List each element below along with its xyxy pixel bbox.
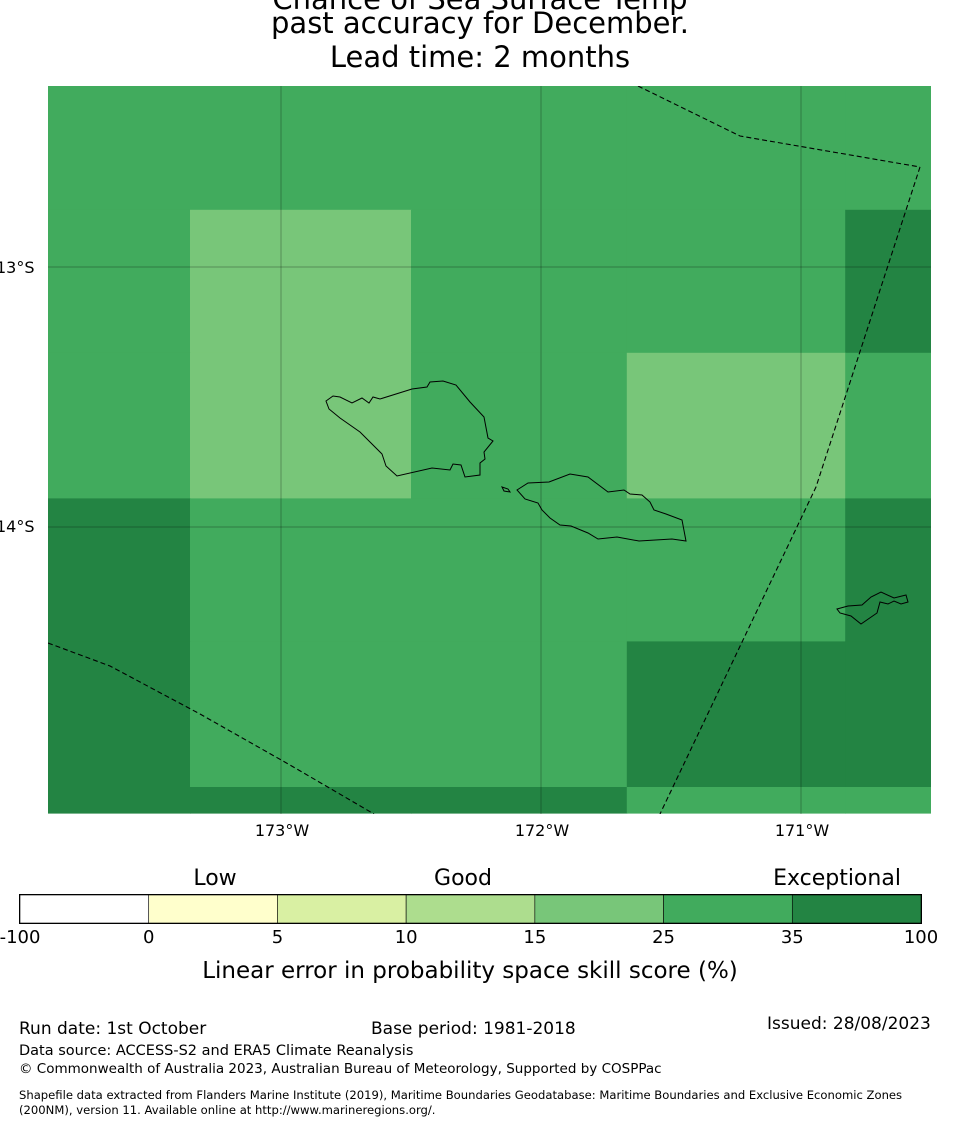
grid-cell-c35_100 (845, 209, 931, 354)
grid-cell-c25_35 (190, 86, 412, 211)
grid-cell-c15_25 (626, 352, 846, 499)
eez-boundary-east (659, 166, 921, 814)
lon-label-172w: 172°W (514, 821, 570, 840)
grid-cell-c25_35 (48, 86, 191, 211)
colorbar-tick-label: 100 (903, 927, 939, 948)
colorbar-tick-label: -100 (0, 927, 41, 948)
colorbar-category-low: Low (193, 866, 237, 891)
grid-cell-c35_100 (48, 641, 191, 788)
grid-cell-c25_35 (411, 641, 628, 788)
grid-cell-c25_35 (845, 86, 931, 211)
shapefile-credit-line1: Shapefile data extracted from Flanders M… (19, 1088, 903, 1102)
colorbar-swatch (19, 894, 150, 924)
grid-cell-c25_35 (845, 787, 931, 814)
eez-boundary-southwest (48, 642, 375, 814)
data-source: Data source: ACCESS-S2 and ERA5 Climate … (19, 1043, 414, 1059)
eez-boundary-north (637, 86, 921, 168)
shapefile-credit-line2: (200NM), version 11. Available online at… (19, 1103, 436, 1117)
colorbar-swatch (277, 894, 407, 924)
lat-label-14s: 14°S (0, 517, 35, 536)
map-title-line1: Chance of Sea Surface Temp (0, 0, 960, 16)
grid-cell-c25_35 (845, 352, 931, 499)
copyright: © Commonwealth of Australia 2023, Austra… (19, 1061, 662, 1077)
map-title-line3: Lead time: 2 months (329, 40, 631, 74)
skill-grid (48, 86, 931, 814)
lat-label-13s: 13°S (0, 258, 35, 277)
colorbar-tick-label: 35 (780, 927, 804, 948)
grid-cell-c25_35 (626, 209, 846, 354)
colorbar (19, 894, 922, 924)
colorbar-tick-label: 25 (652, 927, 676, 948)
grid-cell-c25_35 (626, 787, 846, 814)
colorbar-swatch (791, 894, 922, 924)
grid-cell-c25_35 (48, 209, 191, 354)
colorbar-tick-label: 5 (271, 927, 284, 948)
grid-cell-c25_35 (48, 352, 191, 499)
colorbar-swatch (534, 894, 664, 924)
island-manono-outline (501, 486, 512, 493)
issued-date: Issued: 28/08/2023 (767, 1014, 931, 1034)
grid-cell-c25_35 (626, 498, 846, 642)
grid-cell-c35_100 (48, 498, 191, 642)
grid-cell-c25_35 (411, 352, 628, 499)
base-period: Base period: 1981-2018 (371, 1019, 576, 1039)
grid-cell-c35_100 (845, 498, 931, 642)
colorbar-tick-label: 10 (394, 927, 418, 948)
island-upolu-outline (516, 473, 687, 542)
grid-cell-c35_100 (48, 787, 191, 814)
island-savaii-outline (325, 380, 494, 478)
grid-cell-c25_35 (411, 86, 628, 211)
gridlines (48, 86, 931, 814)
grid-cell-c25_35 (626, 86, 846, 211)
run-date: Run date: 1st October (19, 1019, 207, 1039)
grid-cell-c35_100 (626, 641, 846, 788)
colorbar-category-good: Good (434, 866, 492, 891)
grid-cell-c35_100 (190, 787, 412, 814)
grid-cell-c25_35 (190, 498, 412, 642)
lon-label-173w: 173°W (254, 821, 310, 840)
colorbar-tick-label: 15 (523, 927, 547, 948)
grid-cell-c35_100 (845, 641, 931, 788)
colorbar-title: Linear error in probability space skill … (202, 958, 738, 984)
colorbar-swatch (405, 894, 536, 924)
map-title-line2: past accuracy for December. (271, 6, 689, 40)
grid-cell-c25_35 (411, 498, 628, 642)
colorbar-swatch (148, 894, 278, 924)
lon-label-171w: 171°W (774, 821, 830, 840)
colorbar-category-exceptional: Exceptional (773, 866, 901, 891)
grid-cell-c15_25 (190, 209, 412, 354)
grid-cell-c15_25 (190, 352, 412, 499)
colorbar-swatch (663, 894, 793, 924)
island-tutuila-outline (836, 591, 909, 625)
colorbar-tick-label: 0 (142, 927, 155, 948)
grid-cell-c25_35 (411, 209, 628, 354)
grid-cell-c25_35 (190, 641, 412, 788)
grid-cell-c35_100 (411, 787, 628, 814)
